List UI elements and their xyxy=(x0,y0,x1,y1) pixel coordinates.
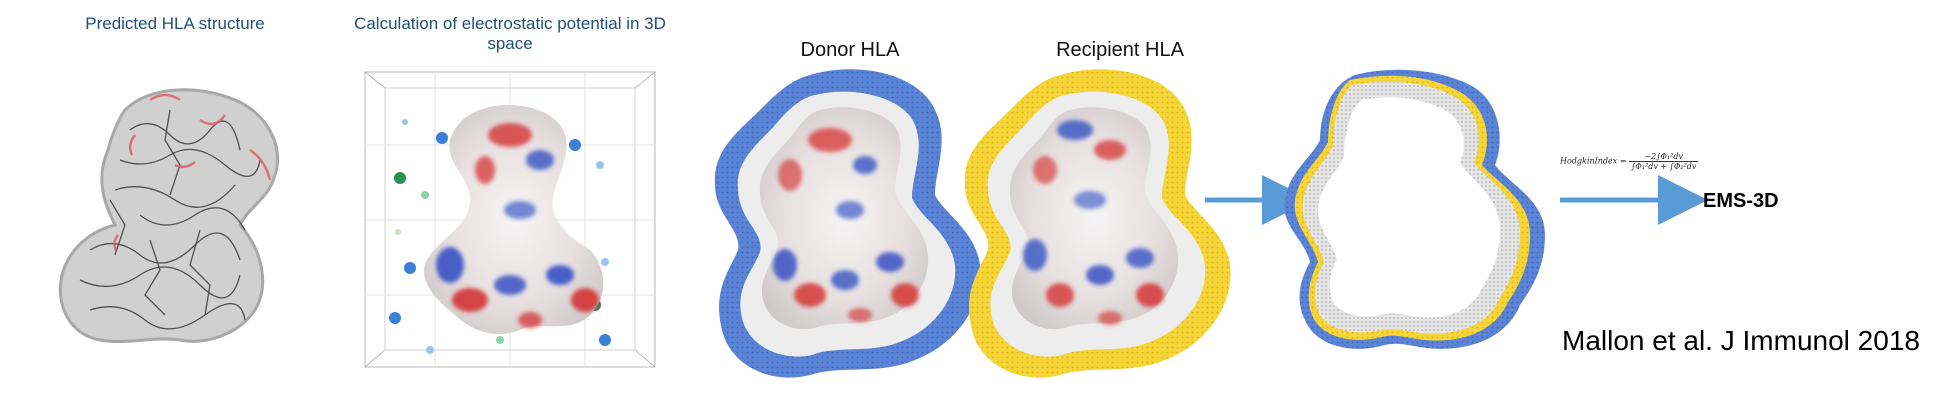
title-predicted-hla-structure: Predicted HLA structure xyxy=(85,14,265,33)
title-electrostatic-calculation: Calculation of electrostatic potential i… xyxy=(354,14,666,54)
title-recipient-hla: Recipient HLA xyxy=(1056,39,1184,61)
donor-hla-surface xyxy=(714,69,981,378)
title-donor-hla: Donor HLA xyxy=(800,39,900,61)
overlay-halo-comparison xyxy=(1284,69,1545,349)
predicted-hla-structure-image xyxy=(58,88,280,344)
recipient-hla-surface xyxy=(964,69,1231,378)
ems-3d-label: EMS-3D xyxy=(1703,190,1779,212)
formula-fraction: −2∫Φ₁²dv ∫Φ₁²dv + ∫Φ₂²dv xyxy=(1629,152,1699,171)
citation-text: Mallon et al. J Immunol 2018 xyxy=(1562,325,1920,356)
formula-lhs: HodgkinIndex = xyxy=(1560,156,1627,166)
formula-numerator: −2∫Φ₁²dv xyxy=(1629,152,1699,162)
formula-denominator: ∫Φ₁²dv + ∫Φ₂²dv xyxy=(1631,162,1697,171)
hla-surface-grid xyxy=(424,105,604,335)
hodgkin-index-formula: HodgkinIndex = −2∫Φ₁²dv ∫Φ₁²dv + ∫Φ₂²dv xyxy=(1560,152,1699,171)
